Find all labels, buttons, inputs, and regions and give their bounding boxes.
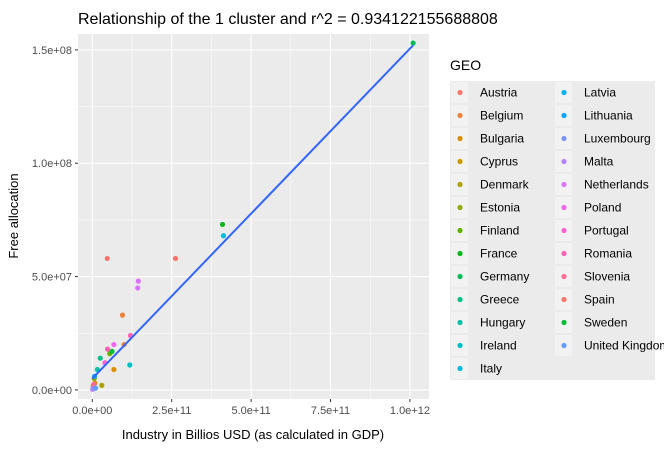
data-point	[219, 221, 226, 228]
x-axis-ticks: 0.0e+00 2.5e+11 5.0e+11 7.5e+11 1.0e+12	[72, 399, 430, 417]
data-point	[104, 255, 110, 262]
y-tick-label: 1.5e+08	[32, 45, 72, 57]
legend-swatch	[457, 158, 463, 165]
legend-swatch	[457, 342, 463, 349]
legend-swatch	[457, 181, 463, 188]
x-tick-label: 7.5e+11	[311, 405, 350, 417]
legend-label: Lithuania	[584, 109, 633, 123]
legend-label: Latvia	[584, 86, 616, 100]
legend-label: Estonia	[480, 201, 520, 215]
x-tick-label: 0.0e+00	[72, 405, 112, 417]
data-point	[135, 285, 141, 291]
legend-label: Denmark	[480, 178, 530, 192]
legend-label: Malta	[584, 155, 614, 169]
chart-title: Relationship of the 1 cluster and r^2 = …	[78, 11, 498, 28]
data-point	[220, 233, 227, 239]
legend-label: Luxembourg	[584, 132, 651, 146]
legend-swatch	[561, 204, 567, 211]
y-axis-ticks: 0.0e+00 5.0e+07 1.0e+08 1.5e+08	[32, 45, 78, 397]
x-tick-label: 5.0e+11	[231, 405, 270, 417]
legend-swatch	[457, 135, 463, 142]
legend-label: Finland	[480, 224, 519, 238]
legend-label: Belgium	[480, 109, 523, 123]
legend-swatch	[457, 112, 463, 119]
legend-swatch	[457, 227, 463, 234]
legend-swatch	[561, 250, 567, 257]
legend-label: Bulgaria	[480, 132, 524, 146]
data-point	[410, 40, 416, 46]
regression-line-path	[91, 44, 414, 380]
legend-label: Netherlands	[584, 178, 649, 192]
legend-label: Poland	[584, 201, 621, 215]
legend-label: Austria	[480, 86, 518, 100]
legend-label: Spain	[584, 293, 615, 307]
legend-label: Portugal	[584, 224, 629, 238]
x-tick-label: 2.5e+11	[152, 405, 191, 417]
legend: Austria Belgium Bulgaria Cyprus Denmark Eston…	[450, 81, 664, 380]
legend-swatch	[561, 319, 567, 326]
legend-label: Slovenia	[584, 270, 630, 284]
y-tick-label: 1.0e+08	[32, 158, 72, 170]
legend-swatch	[561, 112, 567, 119]
data-point	[119, 312, 126, 318]
legend-label: Romania	[584, 247, 632, 261]
data-point	[99, 382, 105, 388]
legend-label: United Kingdom	[584, 339, 664, 353]
data-point	[92, 385, 99, 391]
legend-label: France	[480, 247, 518, 261]
data-point	[111, 341, 117, 348]
legend-label: Hungary	[480, 316, 525, 330]
x-axis-title: Industry in Billios USD (as calculated i…	[122, 427, 384, 442]
legend-label: Italy	[480, 362, 502, 376]
data-point	[172, 255, 179, 262]
x-tick-label: 1.0e+12	[390, 405, 430, 417]
legend-label: Greece	[480, 293, 520, 307]
legend-label: Germany	[480, 270, 529, 284]
data-point	[127, 362, 133, 368]
legend-label: Cyprus	[480, 155, 518, 169]
legend-swatch	[561, 158, 567, 165]
plot-panel	[78, 34, 429, 399]
legend-label: Ireland	[480, 339, 517, 353]
data-point	[111, 366, 117, 373]
data-point	[135, 278, 141, 284]
y-axis-title: Free allocation	[6, 173, 21, 258]
legend-swatch	[457, 89, 463, 96]
legend-swatch	[457, 365, 463, 372]
legend-swatch	[561, 89, 567, 96]
legend-swatch	[457, 273, 463, 280]
y-tick-label: 5.0e+07	[32, 272, 72, 284]
legend-swatch	[457, 204, 463, 211]
legend-swatch	[561, 181, 567, 188]
data-point	[109, 348, 115, 354]
legend-swatch	[457, 250, 463, 257]
legend-swatch	[561, 342, 567, 349]
legend-swatch	[561, 296, 567, 303]
legend-background	[450, 81, 655, 380]
data-points	[90, 40, 416, 392]
legend-swatch	[457, 319, 463, 326]
data-point	[104, 346, 111, 352]
regression-line	[91, 44, 414, 380]
data-point	[97, 355, 103, 361]
legend-swatch	[561, 135, 567, 142]
legend-swatch	[457, 296, 463, 303]
y-tick-label: 0.0e+00	[32, 385, 72, 397]
legend-title: GEO	[450, 57, 481, 73]
legend-swatch	[561, 227, 567, 234]
legend-label: Sweden	[584, 316, 627, 330]
legend-swatch	[561, 273, 567, 280]
